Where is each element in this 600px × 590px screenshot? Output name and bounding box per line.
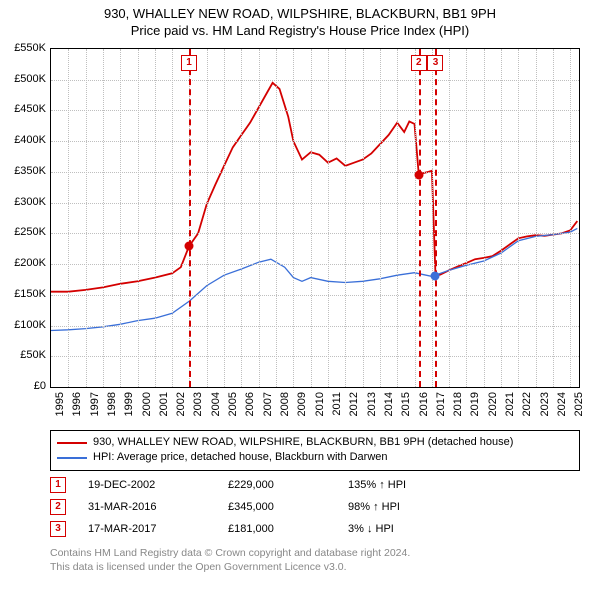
arrow-up-icon: ↑: [379, 479, 385, 491]
footnote-line2: This data is licensed under the Open Gov…: [50, 560, 410, 574]
y-axis-label: £100K: [14, 319, 46, 331]
event-row: 1 19-DEC-2002 £229,000 135% ↑ HPI: [50, 474, 580, 496]
x-axis-label: 2019: [469, 392, 481, 416]
x-axis-label: 2002: [175, 392, 187, 416]
y-axis-label: £500K: [14, 73, 46, 85]
event-marker-dot: [431, 271, 440, 280]
event-date: 31-MAR-2016: [88, 501, 228, 513]
y-axis-label: £400K: [14, 134, 46, 146]
x-axis-label: 2005: [227, 392, 239, 416]
x-axis-label: 2018: [452, 392, 464, 416]
event-guideline: [435, 49, 437, 387]
event-guideline: [189, 49, 191, 387]
x-axis-label: 1998: [106, 392, 118, 416]
x-axis-label: 2008: [279, 392, 291, 416]
event-pct: 3%: [348, 523, 364, 535]
event-row: 3 17-MAR-2017 £181,000 3% ↓ HPI: [50, 518, 580, 540]
x-axis-label: 2016: [418, 392, 430, 416]
y-axis-label: £200K: [14, 257, 46, 269]
chart-area: 123 £0£50K£100K£150K£200K£250K£300K£350K…: [50, 48, 580, 418]
legend-swatch: [57, 457, 87, 459]
event-marker-3: 3: [50, 521, 66, 537]
legend-label: 930, WHALLEY NEW ROAD, WILPSHIRE, BLACKB…: [93, 435, 513, 450]
x-axis-label: 2014: [383, 392, 395, 416]
x-axis-label: 1999: [123, 392, 135, 416]
y-axis-label: £300K: [14, 196, 46, 208]
event-price: £345,000: [228, 501, 348, 513]
x-axis-label: 2012: [348, 392, 360, 416]
x-axis-label: 2000: [141, 392, 153, 416]
x-axis-label: 2015: [400, 392, 412, 416]
footnote-line1: Contains HM Land Registry data © Crown c…: [50, 546, 410, 560]
legend-label: HPI: Average price, detached house, Blac…: [93, 450, 388, 465]
legend-swatch: [57, 442, 87, 444]
chart-container: 930, WHALLEY NEW ROAD, WILPSHIRE, BLACKB…: [0, 0, 600, 590]
series-hpi: [51, 228, 577, 330]
event-suffix: HPI: [388, 479, 406, 491]
y-axis-label: £250K: [14, 226, 46, 238]
x-axis-label: 2001: [158, 392, 170, 416]
x-axis-label: 2021: [504, 392, 516, 416]
legend: 930, WHALLEY NEW ROAD, WILPSHIRE, BLACKB…: [50, 430, 580, 471]
x-axis-label: 1997: [89, 392, 101, 416]
event-label-box: 2: [411, 55, 427, 71]
title-line2: Price paid vs. HM Land Registry's House …: [0, 23, 600, 40]
event-pct: 135%: [348, 479, 376, 491]
x-axis-label: 1995: [54, 392, 66, 416]
event-date: 19-DEC-2002: [88, 479, 228, 491]
legend-item-property: 930, WHALLEY NEW ROAD, WILPSHIRE, BLACKB…: [57, 435, 573, 450]
event-label-box: 3: [427, 55, 443, 71]
event-suffix: HPI: [382, 501, 400, 513]
event-price: £181,000: [228, 523, 348, 535]
x-axis-label: 2022: [521, 392, 533, 416]
x-axis-label: 2013: [366, 392, 378, 416]
footnote: Contains HM Land Registry data © Crown c…: [50, 546, 410, 574]
event-row: 2 31-MAR-2016 £345,000 98% ↑ HPI: [50, 496, 580, 518]
x-axis-label: 2009: [296, 392, 308, 416]
x-axis-label: 2010: [314, 392, 326, 416]
x-axis-label: 2006: [244, 392, 256, 416]
plot-region: 1 23: [50, 48, 580, 388]
x-axis-label: 2025: [573, 392, 585, 416]
title-line1: 930, WHALLEY NEW ROAD, WILPSHIRE, BLACKB…: [0, 6, 600, 23]
line-series: [51, 49, 579, 387]
event-marker-1: 1: [50, 477, 66, 493]
event-marker-2: 2: [50, 499, 66, 515]
x-axis-label: 2020: [487, 392, 499, 416]
series-property: [51, 83, 577, 292]
x-axis-label: 2007: [262, 392, 274, 416]
x-axis-label: 2004: [210, 392, 222, 416]
event-label-box: 1: [181, 55, 197, 71]
x-axis-label: 2003: [192, 392, 204, 416]
y-axis-label: £350K: [14, 165, 46, 177]
x-axis-label: 1996: [71, 392, 83, 416]
x-axis-label: 2024: [556, 392, 568, 416]
event-marker-dot: [184, 242, 193, 251]
event-pct: 98%: [348, 501, 370, 513]
x-axis-label: 2011: [331, 392, 343, 416]
legend-item-hpi: HPI: Average price, detached house, Blac…: [57, 450, 573, 465]
chart-title: 930, WHALLEY NEW ROAD, WILPSHIRE, BLACKB…: [0, 0, 600, 40]
y-axis-label: £550K: [14, 42, 46, 54]
x-axis-label: 2023: [539, 392, 551, 416]
event-guideline: [419, 49, 421, 387]
arrow-up-icon: ↑: [373, 501, 379, 513]
event-price: £229,000: [228, 479, 348, 491]
events-table: 1 19-DEC-2002 £229,000 135% ↑ HPI 2 31-M…: [50, 474, 580, 540]
y-axis-label: £0: [34, 380, 46, 392]
event-marker-dot: [414, 170, 423, 179]
arrow-down-icon: ↓: [367, 523, 373, 535]
x-axis-label: 2017: [435, 392, 447, 416]
event-date: 17-MAR-2017: [88, 523, 228, 535]
y-axis-label: £150K: [14, 288, 46, 300]
y-axis-label: £450K: [14, 103, 46, 115]
event-suffix: HPI: [376, 523, 394, 535]
y-axis-label: £50K: [20, 349, 46, 361]
